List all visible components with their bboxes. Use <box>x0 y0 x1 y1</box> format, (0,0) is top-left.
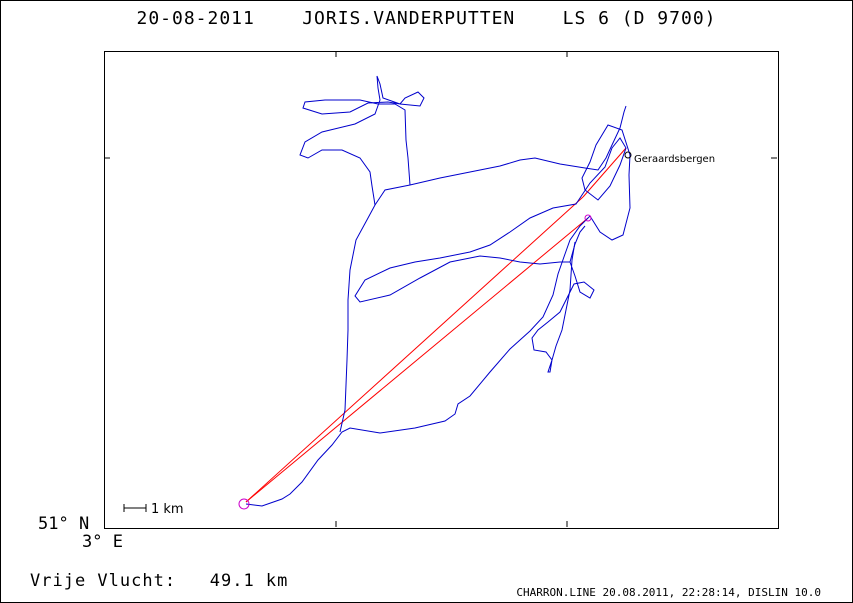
task-leg-2 <box>245 217 589 503</box>
start-marker <box>238 498 250 510</box>
task-leg-1 <box>245 196 584 503</box>
map-area <box>104 51 779 529</box>
task-leg-3 <box>582 147 627 198</box>
scale-bar <box>123 504 147 512</box>
axis-ticks <box>104 51 777 527</box>
flight-track <box>245 75 631 507</box>
track-segment-main <box>245 124 631 507</box>
longitude-label: 3° E <box>82 532 123 552</box>
place-label: Geraardsbergen <box>634 154 715 165</box>
track-segment-west <box>299 75 425 206</box>
track-segment-north <box>339 105 627 433</box>
latitude-label: 51° N <box>38 514 90 534</box>
task-lines <box>245 147 627 503</box>
free-flight-distance: Vrije Vlucht: 49.1 km <box>30 571 289 591</box>
program-info: CHARRON.LINE 20.08.2011, 22:28:14, DISLI… <box>516 586 821 599</box>
place-marker <box>624 151 632 159</box>
track-segment-south-east <box>531 241 595 373</box>
scale-label: 1 km <box>151 502 184 517</box>
turnpoint-marker <box>584 214 592 222</box>
flight-title: 20-08-2011 JORIS.VANDERPUTTEN LS 6 (D 97… <box>136 8 717 29</box>
